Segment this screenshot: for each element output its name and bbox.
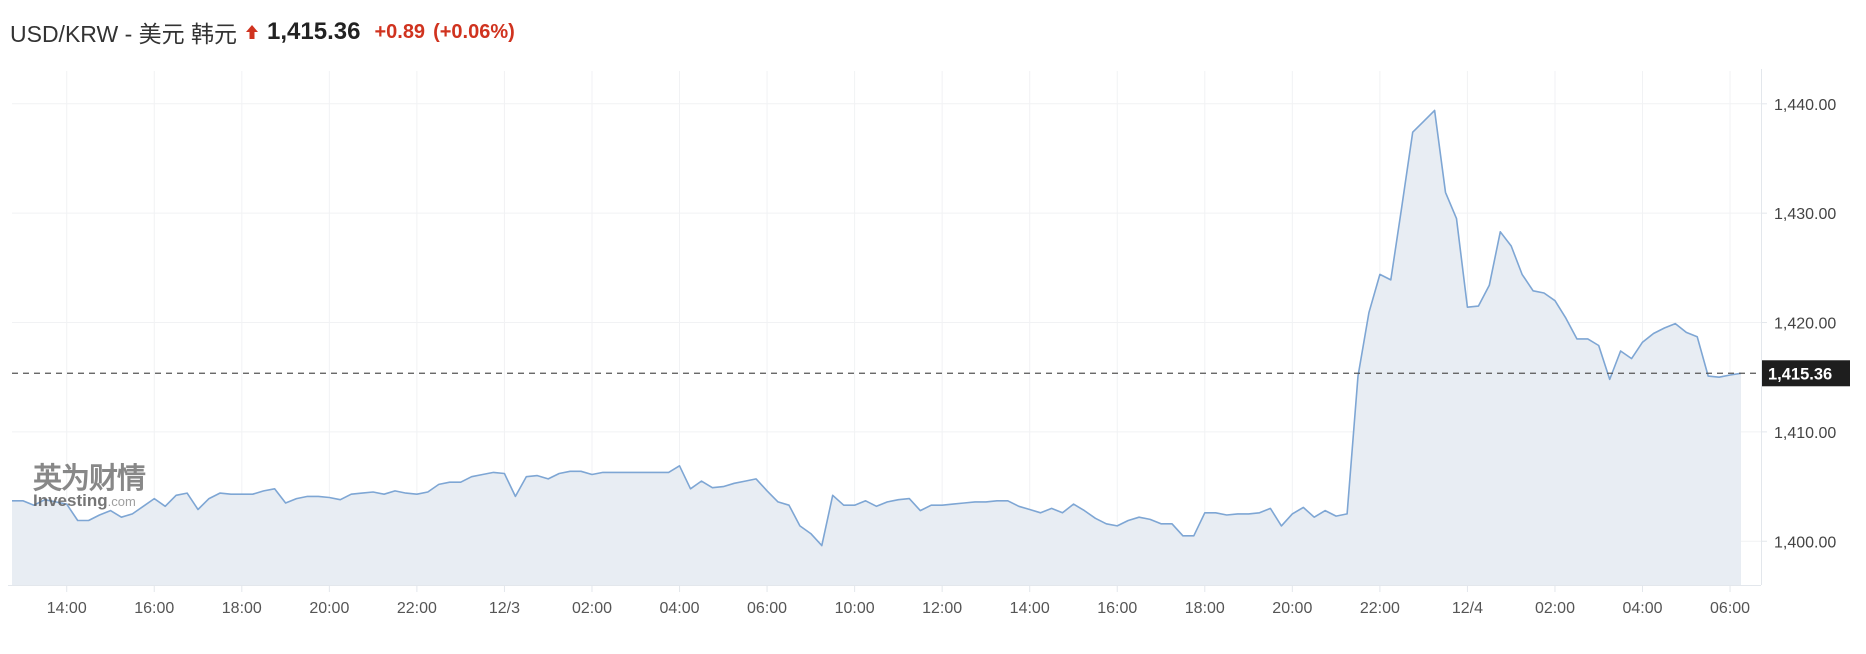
x-tick-label: 14:00: [47, 600, 87, 617]
x-tick-label: 06:00: [747, 600, 787, 617]
x-tick-label: 02:00: [572, 600, 612, 617]
x-tick-label: 18:00: [222, 600, 262, 617]
last-price: 1,415.36: [267, 18, 361, 45]
price-area-fill: [12, 110, 1741, 586]
x-tick-label: 12/4: [1452, 600, 1483, 617]
y-tick-label: 1,440.00: [1774, 97, 1836, 114]
pair-title: USD/KRW - 美元 韩元: [10, 21, 238, 47]
x-tick-label: 04:00: [1622, 600, 1662, 617]
x-tick-label: 16:00: [1097, 600, 1137, 617]
price-line: [11, 109, 1742, 547]
y-tick-label: 1,430.00: [1774, 206, 1836, 223]
x-tick-label: 02:00: [1535, 600, 1575, 617]
x-tick-label: 14:00: [1010, 600, 1050, 617]
y-tick-label: 1,400.00: [1774, 534, 1836, 551]
x-tick-label: 22:00: [1360, 600, 1400, 617]
price-change: +0.89: [374, 20, 426, 43]
x-tick-label: 18:00: [1185, 600, 1225, 617]
y-tick-label: 1,410.00: [1774, 425, 1836, 442]
current-price-badge: [1762, 360, 1850, 387]
x-tick-label: 20:00: [309, 600, 349, 617]
current-price-label: 1,415.36: [1768, 365, 1832, 383]
x-tick-label: 12:00: [922, 600, 962, 617]
x-tick-label: 20:00: [1272, 600, 1312, 617]
price-change-percent: (+0.06%): [433, 20, 515, 43]
x-tick-label: 12/3: [489, 600, 520, 617]
x-tick-label: 10:00: [835, 600, 875, 617]
x-tick-label: 22:00: [397, 600, 437, 617]
x-tick-label: 04:00: [660, 600, 700, 617]
y-tick-label: 1,420.00: [1774, 316, 1836, 333]
arrow-up-icon: [246, 25, 259, 39]
x-tick-label: 06:00: [1710, 600, 1750, 617]
x-tick-label: 16:00: [134, 600, 174, 617]
quote-header: USD/KRW - 美元 韩元 1,415.36 +0.89 (+0.06%): [10, 14, 515, 50]
